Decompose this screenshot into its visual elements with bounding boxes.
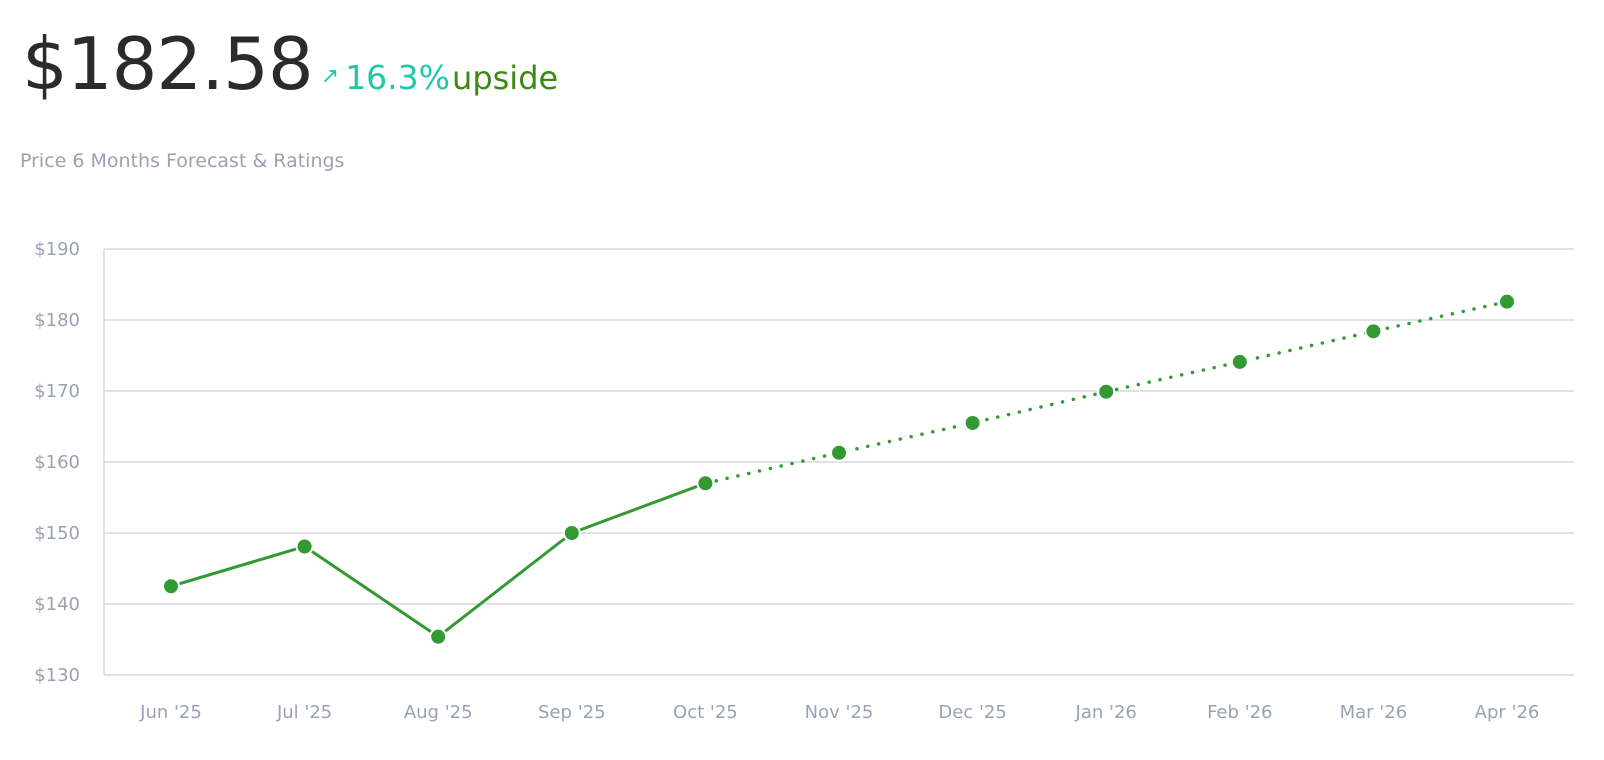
forecast-data-point bbox=[1097, 382, 1116, 401]
y-tick-label: $140 bbox=[34, 594, 80, 615]
forecast-data-point bbox=[830, 443, 848, 462]
y-tick-label: $160 bbox=[34, 452, 80, 473]
y-tick-label: $150 bbox=[34, 523, 80, 544]
x-tick-label: Apr '26 bbox=[1475, 702, 1540, 723]
forecast-data-point bbox=[1498, 292, 1516, 311]
x-tick-label: Jan '26 bbox=[1075, 702, 1137, 723]
x-tick-label: Nov '25 bbox=[805, 702, 874, 723]
x-tick-label: Sep '25 bbox=[538, 702, 606, 723]
historical-data-point bbox=[696, 474, 715, 493]
x-tick-label: Dec '25 bbox=[938, 702, 1006, 723]
historical-price-line bbox=[170, 481, 706, 639]
upside-percent: 16.3% bbox=[345, 58, 451, 97]
historical-data-point bbox=[295, 537, 314, 556]
x-tick-label: Feb '26 bbox=[1207, 702, 1272, 723]
forecast-data-point bbox=[1230, 352, 1249, 371]
historical-data-point bbox=[562, 524, 581, 542]
chart-subtitle: Price 6 Months Forecast & Ratings bbox=[20, 150, 345, 172]
arrow-up-right-icon: ↗ bbox=[320, 64, 340, 89]
x-tick-label: Jul '25 bbox=[276, 702, 332, 723]
x-tick-label: Oct '25 bbox=[673, 702, 738, 723]
y-tick-label: $130 bbox=[34, 665, 80, 686]
current-price: $182.58 bbox=[22, 22, 314, 106]
x-tick-label: Jun '25 bbox=[139, 702, 202, 723]
y-tick-label: $180 bbox=[34, 310, 80, 331]
forecast-data-point bbox=[963, 413, 982, 432]
y-tick-label: $190 bbox=[34, 239, 80, 260]
upside-label: upside bbox=[452, 59, 559, 97]
historical-data-point bbox=[429, 627, 448, 646]
price-header: $182.58 ↗ 16.3% upside bbox=[22, 28, 558, 100]
x-tick-label: Aug '25 bbox=[404, 702, 473, 723]
x-tick-label: Mar '26 bbox=[1340, 702, 1408, 723]
historical-data-point bbox=[162, 577, 180, 596]
y-tick-label: $170 bbox=[34, 381, 80, 402]
forecast-data-point bbox=[1364, 322, 1383, 341]
